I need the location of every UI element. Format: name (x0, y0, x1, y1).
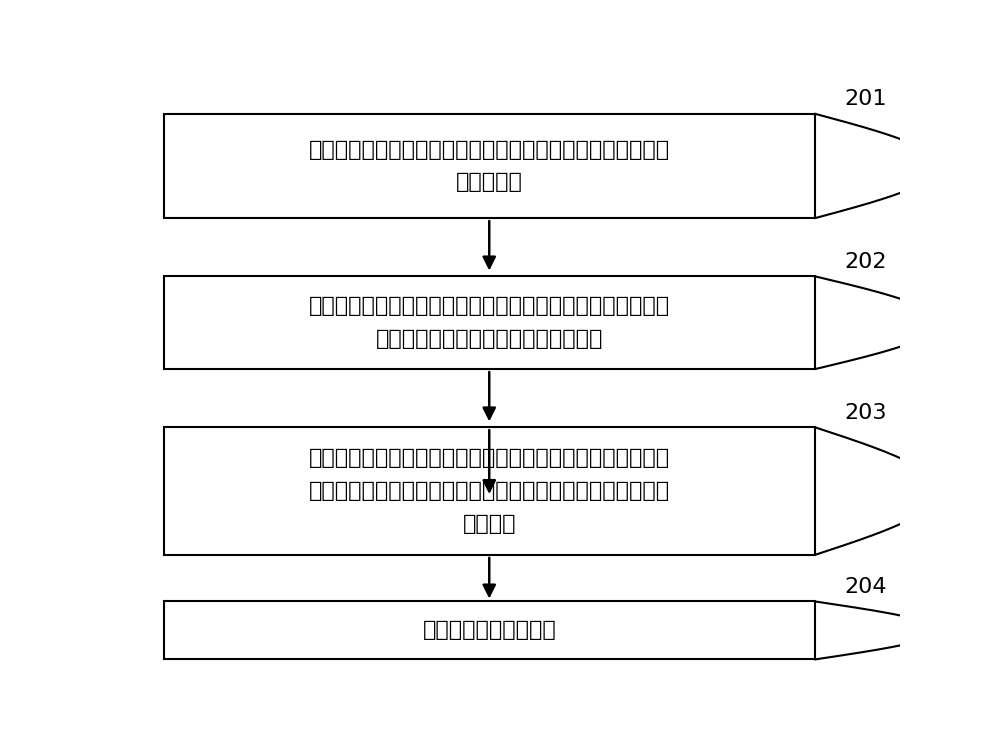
Bar (164, 114, 815, 218)
Text: 201: 201 (844, 89, 886, 109)
Text: 204: 204 (844, 577, 886, 597)
Text: 比较第一总强度值和第二总强度值的大小，基于比较结果和照
明光强在预设最大离焦范围内单调变化的趋势，确定被测件的
离焦方向: 比较第一总强度值和第二总强度值的大小，基于比较结果和照 明光强在预设最大离焦范围… (309, 449, 670, 534)
Text: 203: 203 (844, 403, 886, 423)
Text: 获取被测件的离焦深度: 获取被测件的离焦深度 (422, 621, 556, 640)
Text: 202: 202 (844, 252, 886, 271)
Bar (164, 428, 815, 555)
Bar (164, 602, 815, 660)
Text: 获取光热反射显微热成像装置采集的被测件位于待对焦位置时
的采集图像: 获取光热反射显微热成像装置采集的被测件位于待对焦位置时 的采集图像 (309, 139, 670, 192)
Text: 根据采集图像计算得到采集图像的第一总强度值，并根据参考
图像计算得到参考图像的第二总强度值: 根据采集图像计算得到采集图像的第一总强度值，并根据参考 图像计算得到参考图像的第… (309, 296, 670, 349)
Bar (164, 276, 815, 369)
